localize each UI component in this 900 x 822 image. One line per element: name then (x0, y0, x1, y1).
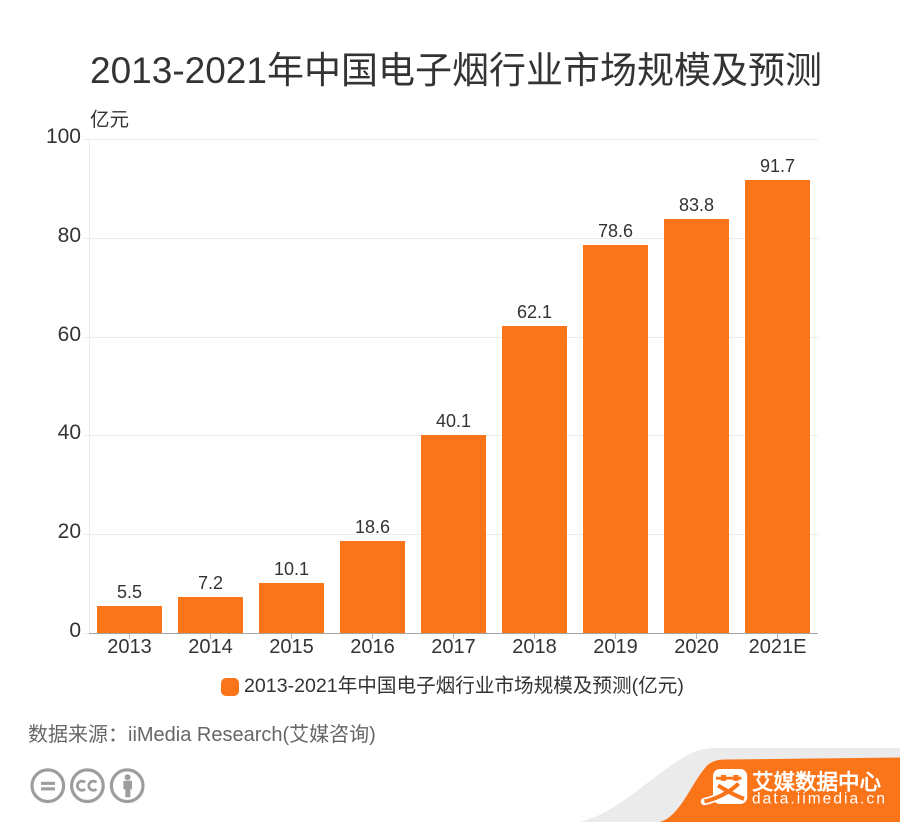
svg-text:data.iimedia.cn: data.iimedia.cn (752, 791, 887, 808)
svg-text:艾媒数据中心: 艾媒数据中心 (752, 770, 882, 795)
